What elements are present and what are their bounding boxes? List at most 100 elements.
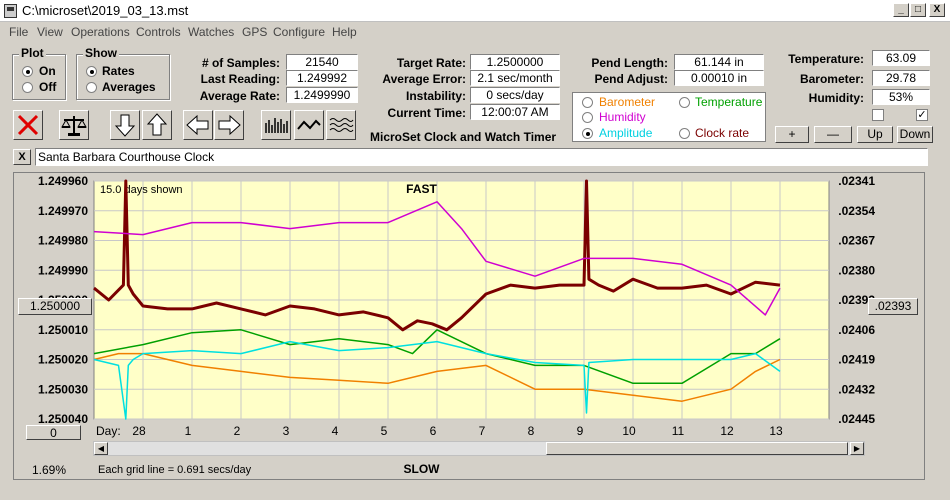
clear-clock-button[interactable]: X — [13, 149, 31, 165]
clock-name-input[interactable]: Santa Barbara Courthouse Clock — [35, 148, 928, 166]
legend-amplitude-radio[interactable] — [582, 128, 593, 139]
days-shown-label: 15.0 days shown — [100, 184, 183, 196]
menu-controls[interactable]: Controls — [136, 25, 181, 39]
target-rate-field[interactable]: 1.2500000 — [470, 54, 560, 70]
menu-file[interactable]: File — [9, 25, 29, 39]
y-tick-left: 1.249990 — [38, 263, 88, 277]
y-tick-right: .02406 — [838, 323, 875, 337]
x-tick-label: 8 — [528, 424, 535, 438]
balance-button[interactable] — [59, 110, 89, 140]
percent-label: 1.69% — [32, 463, 67, 477]
show-group — [76, 54, 170, 100]
option-checkbox-1[interactable] — [872, 109, 884, 121]
y-tick-right: .02380 — [838, 263, 875, 277]
balance-scale-icon — [61, 116, 87, 136]
scroll-right-button[interactable] — [214, 110, 244, 140]
slow-label: SLOW — [404, 462, 441, 476]
scroll-right-arrow[interactable]: ▶ — [850, 442, 864, 455]
menu-bar: File View Operations Controls Watches GP… — [0, 22, 950, 42]
humidity-field: 53% — [872, 89, 930, 105]
y-tick-right: .02432 — [838, 382, 875, 396]
legend-clock-rate-radio[interactable] — [679, 128, 690, 139]
arrow-up-icon — [146, 113, 168, 136]
y-tick-left: 1.249970 — [38, 204, 88, 218]
bar-graph-icon — [265, 118, 288, 133]
plus-button[interactable]: + — [775, 126, 809, 143]
y-tick-right: .02367 — [838, 234, 875, 248]
plot-on-radio[interactable] — [22, 66, 33, 77]
plot-legend — [572, 92, 766, 142]
scroll-down-button[interactable] — [110, 110, 140, 140]
x-tick-label: 9 — [577, 424, 584, 438]
minus-button[interactable]: — — [814, 126, 852, 143]
wave-view-button[interactable] — [326, 110, 356, 140]
y-tick-left: 1.250010 — [38, 323, 88, 337]
menu-configure[interactable]: Configure — [273, 25, 326, 39]
y-tick-right: .02419 — [838, 353, 875, 367]
bar-view-button[interactable] — [261, 110, 291, 140]
minimize-button[interactable]: _ — [893, 3, 909, 17]
option-checkbox-2[interactable]: ✓ — [916, 109, 928, 121]
legend-barometer-radio[interactable] — [582, 97, 593, 108]
line-view-button[interactable] — [294, 110, 324, 140]
menu-operations[interactable]: Operations — [71, 25, 130, 39]
x-tick-label: 4 — [332, 424, 339, 438]
line-graph-icon — [297, 119, 321, 130]
maximize-button[interactable]: □ — [910, 3, 926, 17]
show-rates-radio[interactable] — [86, 66, 97, 77]
x-tick-label: 1 — [185, 424, 192, 438]
x-tick-label: 3 — [283, 424, 290, 438]
stop-button[interactable] — [13, 110, 43, 140]
zero-button[interactable]: 0 — [26, 425, 81, 440]
menu-help[interactable]: Help — [332, 25, 357, 39]
scroll-left-button[interactable] — [183, 110, 213, 140]
menu-watches[interactable]: Watches — [188, 25, 235, 39]
x-tick-label: 12 — [720, 424, 734, 438]
last-reading-label: Last Reading: — [200, 72, 280, 86]
x-tick-label: 10 — [622, 424, 636, 438]
up-button[interactable]: Up — [857, 126, 893, 143]
center-rate-button[interactable]: 1.250000 — [18, 298, 92, 315]
scroll-up-button[interactable] — [142, 110, 172, 140]
chart-scrollbar[interactable]: ◀ ▶ — [93, 441, 865, 456]
y-tick-right: .02445 — [838, 412, 875, 426]
legend-temperature-radio[interactable] — [679, 97, 690, 108]
y-tick-right: .02393 — [838, 293, 875, 307]
down-button[interactable]: Down — [897, 126, 933, 143]
plot-off-radio[interactable] — [22, 82, 33, 93]
scrollbar-thumb[interactable] — [546, 442, 848, 455]
samples-label: # of Samples: — [201, 56, 280, 70]
legend-clock-rate-label: Clock rate — [695, 126, 750, 140]
show-averages-radio[interactable] — [86, 82, 97, 93]
menu-view[interactable]: View — [37, 25, 63, 39]
arrow-down-icon — [114, 114, 136, 137]
x-tick-label: 7 — [479, 424, 486, 438]
plot-on-label: On — [39, 64, 56, 78]
y-tick-left: 1.249960 — [38, 174, 88, 188]
current-time-field: 12:00:07 AM — [470, 104, 560, 120]
menu-gps[interactable]: GPS — [242, 25, 268, 39]
y-tick-left: 1.249980 — [38, 234, 88, 248]
plot-off-label: Off — [39, 80, 57, 94]
average-rate-label: Average Rate: — [199, 89, 280, 103]
legend-amplitude-label: Amplitude — [599, 126, 653, 140]
close-window-button[interactable]: X — [929, 3, 945, 17]
series-line-humidity — [93, 201, 781, 316]
x-tick-label: 13 — [769, 424, 783, 438]
show-group-label: Show — [83, 46, 119, 60]
arrow-right-icon — [218, 114, 241, 136]
fast-label: FAST — [406, 182, 437, 196]
pend-adjust-field[interactable]: 0.00010 in — [674, 70, 764, 86]
grid-note-label: Each grid line = 0.691 secs/day — [98, 464, 252, 476]
scroll-left-arrow[interactable]: ◀ — [94, 442, 108, 455]
series-line-barometer — [93, 352, 781, 402]
y-tick-left: 1.250040 — [38, 412, 88, 426]
wave-icon — [329, 118, 354, 132]
temperature-label: Temperature: — [788, 52, 864, 66]
average-error-label: Average Error: — [382, 72, 466, 86]
legend-humidity-radio[interactable] — [582, 112, 593, 123]
arrow-left-icon — [186, 114, 209, 136]
right-scale-button[interactable]: .02393 — [868, 298, 918, 315]
x-tick-label: 11 — [672, 424, 685, 438]
series-line-clock-rate — [93, 179, 781, 332]
